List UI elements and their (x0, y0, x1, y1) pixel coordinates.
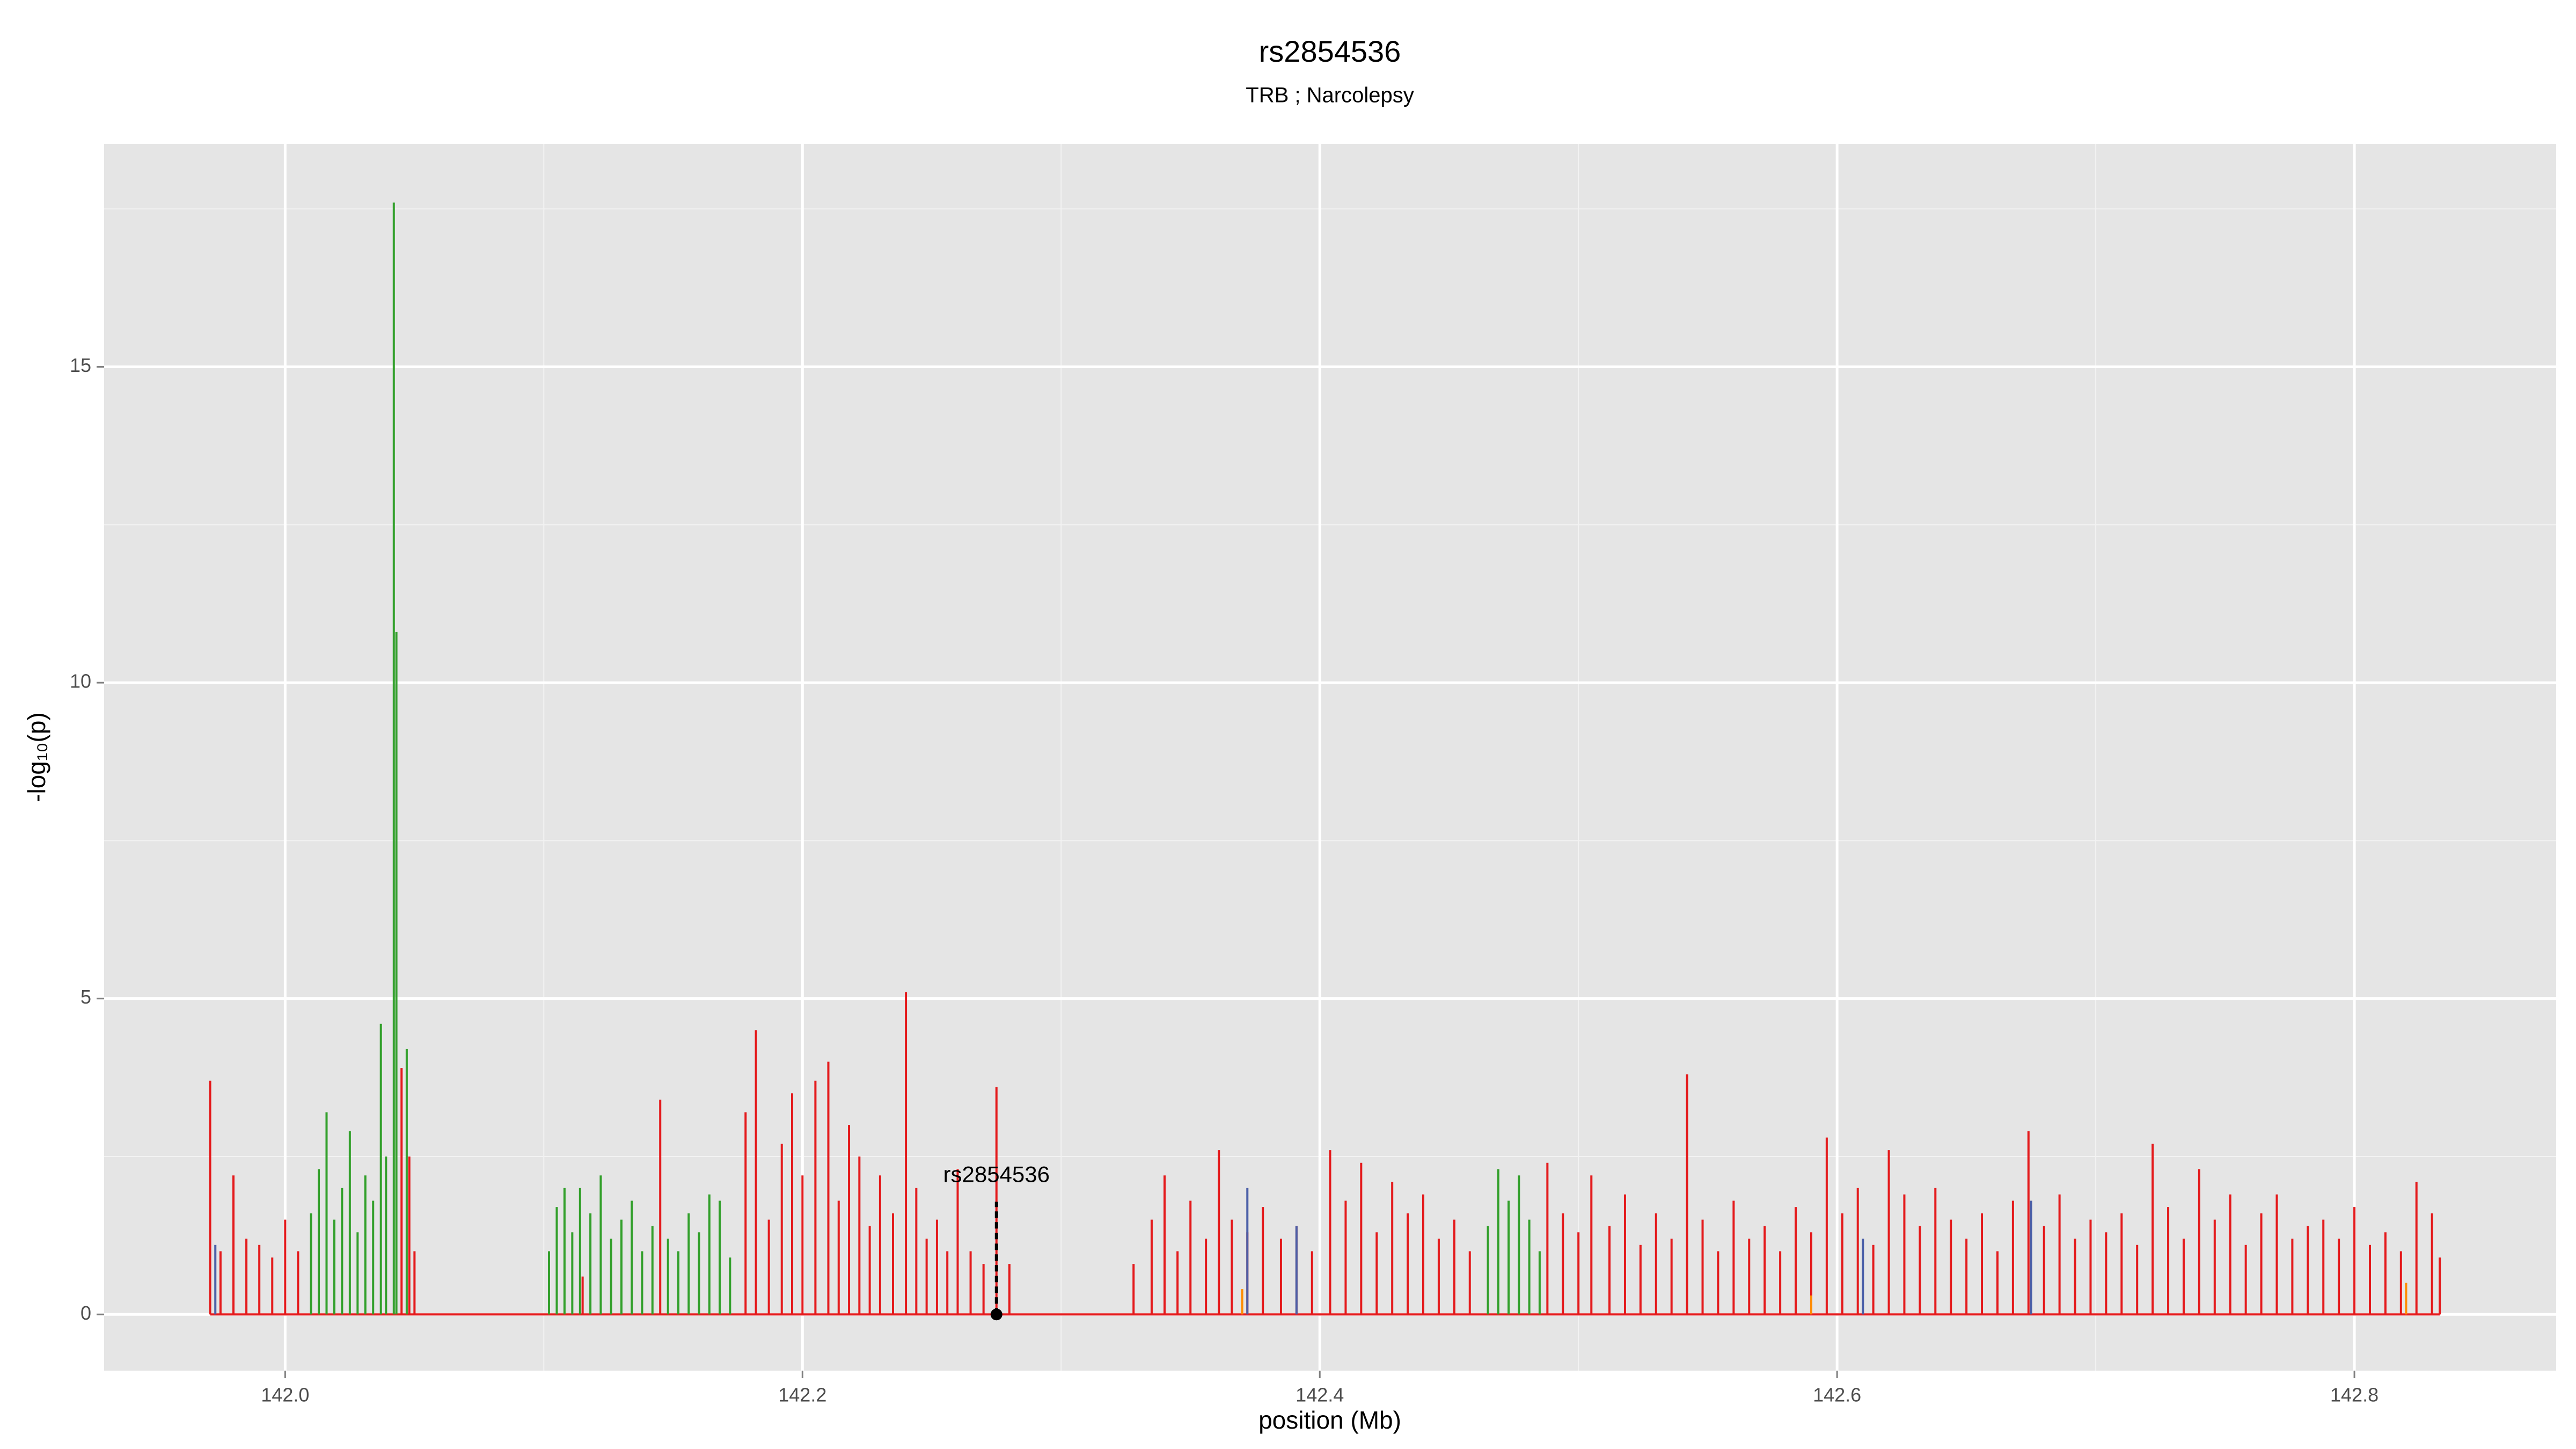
x-tick-label: 142.8 (2330, 1384, 2379, 1406)
chart-title: rs2854536 (1259, 34, 1401, 68)
y-tick-label: 0 (80, 1302, 91, 1324)
x-tick-label: 142.6 (1813, 1384, 1861, 1406)
y-axis-label: -log₁₀(p) (23, 712, 50, 802)
annotation-point (990, 1308, 1002, 1321)
chart-subtitle: TRB ; Narcolepsy (1246, 84, 1414, 107)
y-tick-label: 15 (70, 354, 91, 376)
y-tick-label: 10 (70, 670, 91, 692)
annotation-label: rs2854536 (943, 1161, 1050, 1187)
y-tick-label: 5 (80, 986, 91, 1008)
x-tick-label: 142.4 (1296, 1384, 1344, 1406)
x-tick-label: 142.0 (261, 1384, 309, 1406)
x-tick-label: 142.2 (778, 1384, 826, 1406)
x-axis-label: position (Mb) (1258, 1406, 1401, 1434)
